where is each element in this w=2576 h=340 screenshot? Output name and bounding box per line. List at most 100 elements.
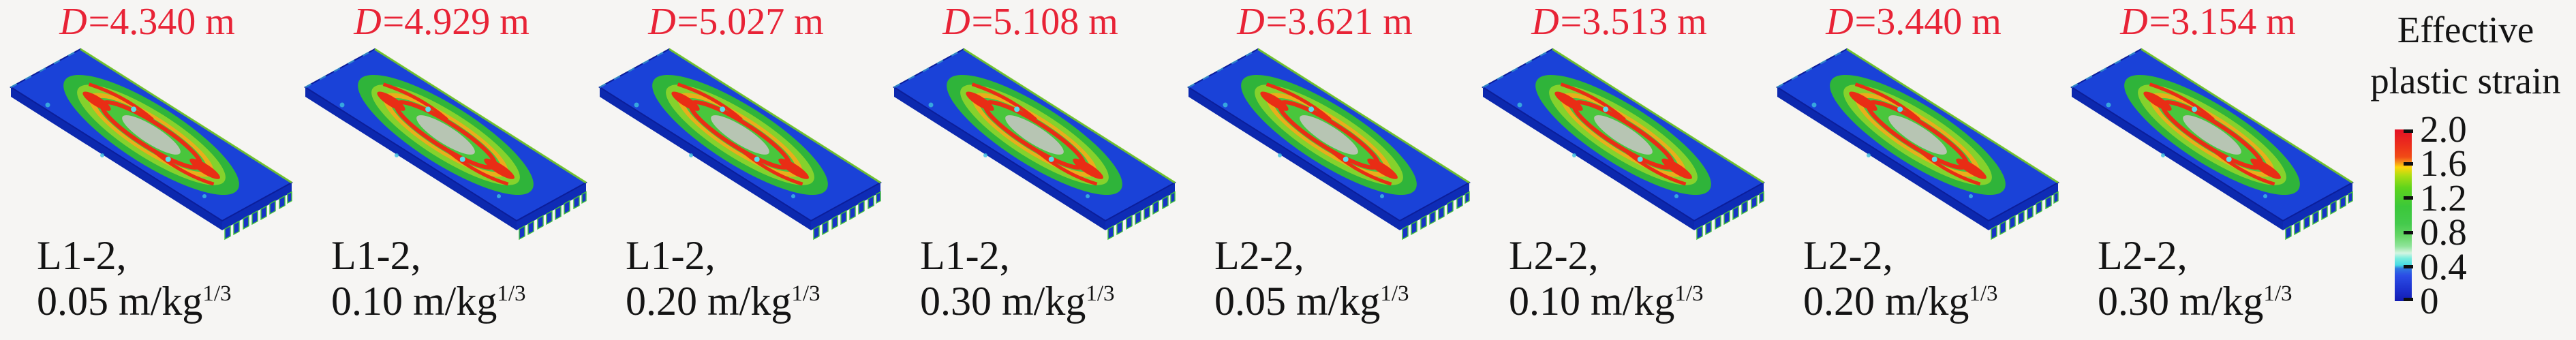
strain-contour-plot [883,40,1178,244]
case-label: L2-2, 0.05 m/kg1/3 [1214,233,1409,324]
legend-title-line2: plastic strain [2370,60,2561,102]
tick-label-1-2: 1.2 [2420,177,2467,219]
specimen-id: L1-2, [920,233,1010,278]
scaled-distance: 0.10 m/kg1/3 [331,279,526,324]
case-label: L1-2, 0.05 m/kg1/3 [37,233,232,324]
d-symbol: D [59,1,87,43]
exponent: 1/3 [1380,281,1409,306]
strain-contour-plot [1472,40,1766,244]
strain-contour-plot [294,40,589,244]
d-symbol: D [1531,1,1559,43]
case-label: L1-2, 0.20 m/kg1/3 [626,233,821,324]
d-symbol: D [2120,1,2148,43]
specimen-id: L2-2, [2098,233,2188,278]
d-value: =3.513 m [1560,1,1707,43]
tick-label-1-6: 1.6 [2420,142,2467,184]
scaled-distance-value: 0.10 m/kg [331,279,497,324]
colorbar-tick [2404,129,2413,133]
legend-title-line1: Effective [2397,9,2534,50]
case-label: L1-2, 0.10 m/kg1/3 [331,233,526,324]
d-symbol: D [354,1,382,43]
case-label: L2-2, 0.20 m/kg1/3 [1803,233,1998,324]
panel-3: D=5.027 m L1-2, 0.20 m/kg1/3 [589,0,883,340]
case-label: L2-2, 0.10 m/kg1/3 [1509,233,1704,324]
exponent: 1/3 [202,281,232,306]
exponent: 1/3 [2263,281,2293,306]
exponent: 1/3 [497,281,526,306]
d-value: =3.621 m [1266,1,1413,43]
specimen-id: L2-2, [1803,233,1893,278]
d-value: =4.340 m [88,1,235,43]
d-symbol: D [1826,1,1854,43]
legend-title: Effective plastic strain [2355,4,2576,106]
d-value: =3.154 m [2149,1,2296,43]
scaled-distance: 0.05 m/kg1/3 [37,279,232,324]
panel-1: D=4.340 m L1-2, 0.05 m/kg1/3 [0,0,294,340]
panel-7: D=3.440 m L2-2, 0.20 m/kg1/3 [1766,0,2061,340]
d-value: =5.108 m [971,1,1118,43]
standoff-distance-label: D=3.440 m [1766,1,2061,42]
scaled-distance-value: 0.20 m/kg [1803,279,1969,324]
specimen-id: L2-2, [1509,233,1599,278]
case-label: L1-2, 0.30 m/kg1/3 [920,233,1115,324]
colorbar-tick [2404,196,2413,200]
strain-contour-plot [589,40,883,244]
scaled-distance: 0.20 m/kg1/3 [626,279,821,324]
d-symbol: D [1237,1,1265,43]
colorbar-tick-labels: 2.0 1.6 1.2 0.8 0.4 0 [2420,109,2570,337]
scaled-distance: 0.10 m/kg1/3 [1509,279,1704,324]
colorbar-tick [2404,231,2413,234]
scaled-distance: 0.05 m/kg1/3 [1214,279,1409,324]
panel-6: D=3.513 m L2-2, 0.10 m/kg1/3 [1472,0,1766,340]
exponent: 1/3 [1969,281,1998,306]
tick-label-0-4: 0.4 [2420,246,2467,288]
strain-contour-plot [2061,40,2355,244]
exponent: 1/3 [791,281,821,306]
d-value: =5.027 m [677,1,824,43]
strain-contour-plot [0,40,294,244]
standoff-distance-label: D=3.513 m [1472,1,1766,42]
tick-label-0-8: 0.8 [2420,211,2467,253]
standoff-distance-label: D=3.154 m [2061,1,2355,42]
specimen-id: L2-2, [1214,233,1304,278]
colorbar [2395,129,2413,301]
panel-2: D=4.929 m L1-2, 0.10 m/kg1/3 [294,0,589,340]
scaled-distance-value: 0.05 m/kg [37,279,203,324]
panel-8: D=3.154 m L2-2, 0.30 m/kg1/3 [2061,0,2355,340]
strain-contour-plot [1178,40,1472,244]
scaled-distance-value: 0.10 m/kg [1509,279,1675,324]
legend-body: 2.0 1.6 1.2 0.8 0.4 0 [2355,109,2576,337]
scaled-distance: 0.30 m/kg1/3 [2098,279,2293,324]
scaled-distance: 0.30 m/kg1/3 [920,279,1115,324]
standoff-distance-label: D=4.340 m [0,1,294,42]
standoff-distance-label: D=5.027 m [589,1,883,42]
standoff-distance-label: D=3.621 m [1178,1,1472,42]
exponent: 1/3 [1674,281,1704,306]
colorbar-tick [2404,265,2413,268]
scaled-distance-value: 0.30 m/kg [2098,279,2264,324]
panel-5: D=3.621 m L2-2, 0.05 m/kg1/3 [1178,0,1472,340]
d-value: =4.929 m [382,1,530,43]
standoff-distance-label: D=5.108 m [883,1,1178,42]
strain-contour-plot [1766,40,2061,244]
case-label: L2-2, 0.30 m/kg1/3 [2098,233,2293,324]
exponent: 1/3 [1086,281,1115,306]
panel-4: D=5.108 m L1-2, 0.30 m/kg1/3 [883,0,1178,340]
d-symbol: D [942,1,970,43]
colorbar-tick [2404,162,2413,166]
standoff-distance-label: D=4.929 m [294,1,589,42]
colorbar-legend: Effective plastic strain 2.0 1.6 1.2 0.8… [2355,0,2576,340]
scaled-distance-value: 0.20 m/kg [626,279,792,324]
scaled-distance-value: 0.05 m/kg [1214,279,1381,324]
tick-label-0: 0 [2420,280,2439,322]
d-symbol: D [648,1,676,43]
tick-label-2-0: 2.0 [2420,108,2467,150]
scaled-distance-value: 0.30 m/kg [920,279,1086,324]
d-value: =3.440 m [1854,1,2002,43]
specimen-id: L1-2, [626,233,716,278]
specimen-id: L1-2, [37,233,127,278]
scaled-distance: 0.20 m/kg1/3 [1803,279,1998,324]
colorbar-tick [2404,298,2413,301]
specimen-id: L1-2, [331,233,421,278]
